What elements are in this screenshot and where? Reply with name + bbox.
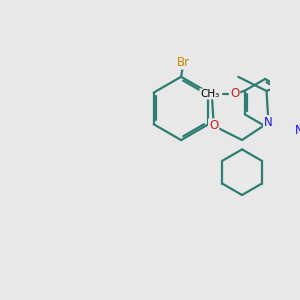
Text: Br: Br xyxy=(177,56,190,68)
Text: O: O xyxy=(230,87,239,101)
Text: CH₃: CH₃ xyxy=(200,89,219,99)
Text: O: O xyxy=(209,119,218,132)
Text: N: N xyxy=(264,116,273,129)
Text: N: N xyxy=(295,124,300,137)
